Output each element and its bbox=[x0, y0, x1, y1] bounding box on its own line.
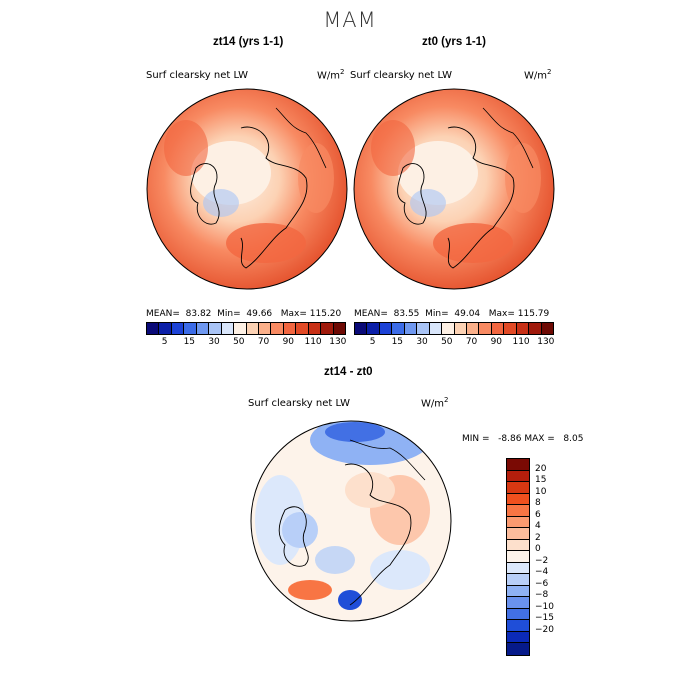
colorbar-tick-label: 130 bbox=[329, 337, 347, 347]
colorbar-swatch bbox=[507, 574, 529, 586]
colorbar-label: 15 bbox=[535, 475, 547, 485]
colorbar-swatch bbox=[355, 323, 368, 334]
colorbar-tick-label: 90 bbox=[282, 337, 295, 347]
colorbar-swatch bbox=[258, 323, 272, 334]
colorbar-label: −8 bbox=[535, 590, 549, 600]
colorbar-label: 8 bbox=[535, 498, 541, 508]
colorbar-tick-label: 110 bbox=[512, 337, 530, 347]
colorbar-swatch bbox=[507, 551, 529, 563]
colorbar-swatch bbox=[147, 323, 160, 334]
colorbar-tick-label: 110 bbox=[304, 337, 322, 347]
colorbar-tick-label: 15 bbox=[183, 337, 196, 347]
colorbar-swatch bbox=[271, 323, 284, 334]
panel-title-zt0: zt0 (yrs 1-1) bbox=[422, 36, 486, 48]
colorbar-label: 0 bbox=[535, 544, 541, 554]
colorbar-swatch bbox=[479, 323, 492, 334]
colorbar-swatch bbox=[491, 323, 505, 334]
colorbar-swatch bbox=[379, 323, 393, 334]
colorbar-tick-label: 70 bbox=[465, 337, 478, 347]
colorbar-swatch bbox=[392, 323, 405, 334]
colorbar-swatch bbox=[507, 620, 529, 632]
colorbar-swatch bbox=[209, 323, 222, 334]
colorbar-swatch bbox=[221, 323, 235, 334]
colorbar-swatch bbox=[507, 482, 529, 494]
colorbar-swatch bbox=[507, 539, 529, 551]
colorbar-swatch bbox=[417, 323, 430, 334]
panel-subtitle: Surf clearsky net LW bbox=[350, 70, 453, 81]
colorbar-swatch bbox=[507, 608, 529, 620]
colorbar-swatch bbox=[296, 323, 309, 334]
colorbar-swatch bbox=[507, 562, 529, 574]
colorbar-label: 6 bbox=[535, 509, 541, 520]
colorbar-label: 20 bbox=[535, 463, 547, 474]
panel-units: W/m2 bbox=[421, 396, 449, 410]
colorbar-zt0 bbox=[354, 322, 554, 335]
colorbar-swatch bbox=[171, 323, 185, 334]
colorbar-label: 4 bbox=[535, 521, 541, 531]
stats-zt0: MEAN= 83.55 Min= 49.04 Max= 115.79 bbox=[354, 309, 550, 319]
colorbar-tick-label: 30 bbox=[208, 337, 220, 347]
colorbar-label: −15 bbox=[535, 613, 554, 623]
colorbar-swatch bbox=[507, 528, 529, 540]
colorbar-tick-label: 50 bbox=[233, 337, 245, 347]
colorbar-tick-label: 15 bbox=[391, 337, 404, 347]
colorbar-swatch bbox=[367, 323, 380, 334]
map-zt14 bbox=[146, 88, 348, 290]
colorbar-swatch bbox=[516, 323, 530, 334]
colorbar-tick-label: 70 bbox=[257, 337, 270, 347]
colorbar-tick-label: 130 bbox=[537, 337, 555, 347]
colorbar-swatch bbox=[308, 323, 322, 334]
colorbar-swatch bbox=[466, 323, 480, 334]
colorbar-swatch bbox=[246, 323, 259, 334]
colorbar-swatch bbox=[454, 323, 467, 334]
colorbar-swatch bbox=[529, 323, 542, 334]
colorbar-swatch bbox=[507, 597, 529, 609]
colorbar-tick-label: 30 bbox=[416, 337, 428, 347]
colorbar-label: −4 bbox=[535, 567, 549, 577]
colorbar-swatch bbox=[541, 323, 553, 334]
colorbar-swatch bbox=[333, 323, 345, 334]
colorbar-swatch bbox=[507, 459, 529, 471]
panel-units: W/m2 bbox=[317, 68, 345, 82]
colorbar-swatch bbox=[184, 323, 197, 334]
panel-title-zt14: zt14 (yrs 1-1) bbox=[213, 36, 284, 48]
colorbar-diff bbox=[506, 458, 530, 656]
colorbar-swatch bbox=[321, 323, 334, 334]
colorbar-swatch bbox=[507, 493, 529, 505]
colorbar-zt14 bbox=[146, 322, 346, 335]
panel-units: W/m2 bbox=[524, 68, 552, 82]
colorbar-swatch bbox=[507, 631, 529, 643]
colorbar-swatch bbox=[283, 323, 297, 334]
colorbar-label: 10 bbox=[535, 486, 547, 497]
colorbar-swatch bbox=[442, 323, 455, 334]
map-diff bbox=[250, 420, 452, 622]
panel-title-diff: zt14 - zt0 bbox=[324, 366, 373, 378]
stats-diff: MIN = -8.86 MAX = 8.05 bbox=[462, 434, 584, 444]
colorbar-label: −6 bbox=[535, 578, 549, 589]
colorbar-swatch bbox=[404, 323, 418, 334]
colorbar-swatch bbox=[507, 505, 529, 517]
colorbar-swatch bbox=[507, 470, 529, 482]
page-title: MAM bbox=[323, 8, 377, 32]
colorbar-label: −10 bbox=[535, 601, 554, 612]
panel-subtitle: Surf clearsky net LW bbox=[248, 398, 351, 409]
colorbar-label: 2 bbox=[535, 532, 541, 543]
colorbar-swatch bbox=[507, 516, 529, 528]
colorbar-label: −20 bbox=[535, 624, 554, 635]
panel-subtitle: Surf clearsky net LW bbox=[146, 70, 249, 81]
colorbar-swatch bbox=[504, 323, 517, 334]
map-zt0 bbox=[353, 88, 555, 290]
colorbar-tick-label: 5 bbox=[161, 337, 168, 347]
colorbar-swatch bbox=[234, 323, 247, 334]
colorbar-swatch bbox=[507, 643, 529, 655]
colorbar-label: −2 bbox=[535, 555, 549, 566]
colorbar-swatch bbox=[429, 323, 443, 334]
colorbar-tick-label: 5 bbox=[369, 337, 376, 347]
colorbar-tick-label: 90 bbox=[490, 337, 503, 347]
colorbar-swatch bbox=[159, 323, 172, 334]
colorbar-tick-label: 50 bbox=[441, 337, 453, 347]
colorbar-swatch bbox=[196, 323, 210, 334]
stats-zt14: MEAN= 83.82 Min= 49.66 Max= 115.20 bbox=[146, 309, 342, 319]
colorbar-swatch bbox=[507, 585, 529, 597]
